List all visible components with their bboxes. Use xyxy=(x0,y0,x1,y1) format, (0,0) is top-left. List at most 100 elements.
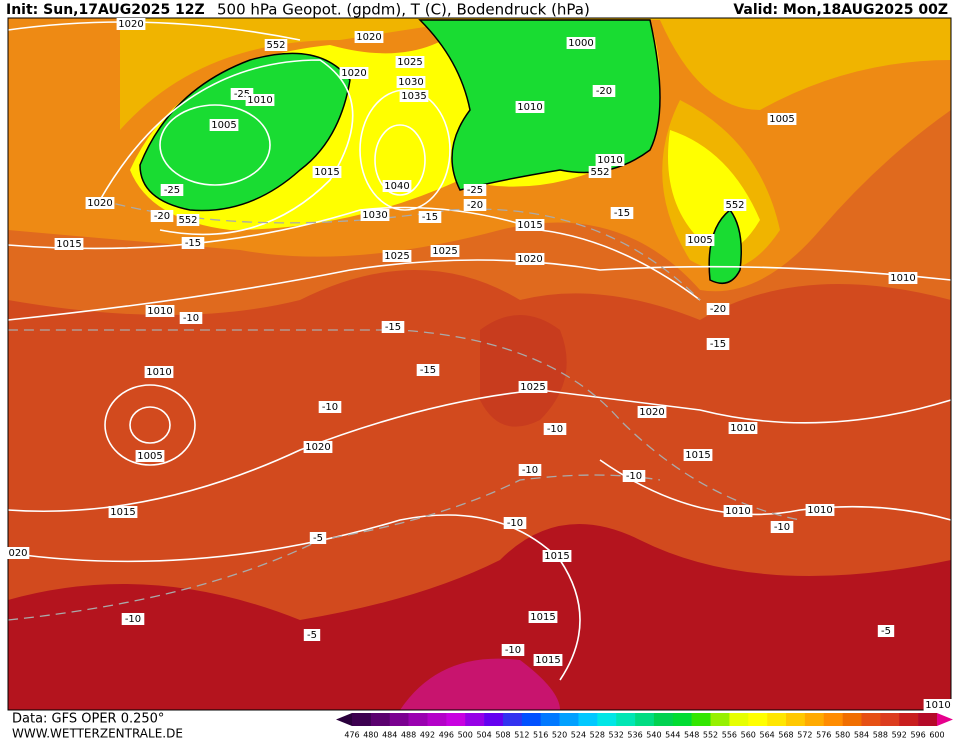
colorbar: 476 480 484 488 492 496 500 504 508 512 516 520 524 5… xyxy=(336,713,953,740)
colorbar-cell xyxy=(521,713,541,726)
label-box xyxy=(179,312,203,324)
colorbar-cell xyxy=(710,713,730,726)
colorbar-cell xyxy=(691,713,711,726)
website: WWW.WETTERZENTRALE.DE xyxy=(12,727,183,741)
map-frame xyxy=(7,17,952,711)
colorbar-label: 504 xyxy=(476,731,491,740)
contour-label: 1005 xyxy=(687,235,712,246)
contour-label: -10 xyxy=(522,465,538,476)
label-box xyxy=(533,654,563,666)
label-box xyxy=(360,209,390,221)
contour-label: 1030 xyxy=(362,210,387,221)
isotherms xyxy=(7,199,801,621)
colorbar-label: 560 xyxy=(741,731,756,740)
contour-label: -10 xyxy=(547,424,563,435)
contour-label: -15 xyxy=(422,212,438,223)
colorbar-cell xyxy=(918,713,938,726)
isotherm xyxy=(99,199,701,301)
label-box xyxy=(309,532,327,544)
label-box xyxy=(528,611,558,623)
isobar xyxy=(159,104,271,186)
label-box xyxy=(706,303,730,315)
contour-label: 1010 xyxy=(147,306,172,317)
label-box xyxy=(209,119,239,131)
contour-label: 1020 xyxy=(305,442,330,453)
contour-label: -10 xyxy=(626,471,642,482)
colorbar-label: 588 xyxy=(873,731,888,740)
isotherm xyxy=(7,474,661,621)
label-box xyxy=(723,505,753,517)
label-box xyxy=(518,464,542,476)
contour-label: -5 xyxy=(313,533,323,544)
colorbar-cell xyxy=(389,713,409,726)
contour-label: 1015 xyxy=(685,450,710,461)
contour-label: 1015 xyxy=(110,507,135,518)
map xyxy=(7,17,952,711)
contour-label: -25 xyxy=(164,185,180,196)
colorbar-cell xyxy=(427,713,447,726)
contour-label: 1005 xyxy=(211,120,236,131)
contour-label: 552 xyxy=(725,200,744,211)
label-box xyxy=(382,250,412,262)
colorbar-cell xyxy=(880,713,900,726)
contour-label: 1015 xyxy=(544,551,569,562)
label-box xyxy=(723,199,747,211)
label-box xyxy=(566,37,596,49)
colorbar-low-arrow xyxy=(336,713,352,726)
contour-label: 1010 xyxy=(925,700,950,711)
label-box xyxy=(416,364,440,376)
contour-label: -10 xyxy=(125,614,141,625)
label-box xyxy=(181,237,205,249)
field-green-west xyxy=(139,52,351,212)
isobar xyxy=(104,384,196,466)
contour-label: 1010 xyxy=(807,505,832,516)
label-box xyxy=(503,517,527,529)
label-box xyxy=(116,18,146,30)
contour-label: 1010 xyxy=(247,95,272,106)
contour-label: 552 xyxy=(178,215,197,226)
contour-label: 1005 xyxy=(769,114,794,125)
label-box xyxy=(588,166,612,178)
contour-label: -25 xyxy=(234,89,250,100)
colorbar-label: 580 xyxy=(835,731,850,740)
colorbar-label: 492 xyxy=(420,731,435,740)
contour-label: 1040 xyxy=(384,181,409,192)
label-box xyxy=(610,207,634,219)
contour-label: -25 xyxy=(467,185,483,196)
label-box xyxy=(888,272,918,284)
contour-label: -15 xyxy=(185,238,201,249)
contour-labels: 1020552102010001020102510301035-25101010… xyxy=(6,18,953,711)
colorbar-cell xyxy=(748,713,768,726)
label-box xyxy=(805,504,835,516)
contour-label: 1015 xyxy=(517,220,542,231)
label-box xyxy=(54,238,84,250)
label-box xyxy=(515,219,545,231)
label-box xyxy=(728,422,758,434)
label-box xyxy=(418,211,442,223)
contour-label: 1025 xyxy=(384,251,409,262)
colorbar-label: 500 xyxy=(458,731,473,740)
colorbar-label: 576 xyxy=(816,731,831,740)
colorbar-cell xyxy=(408,713,428,726)
contour-label: 1015 xyxy=(535,655,560,666)
colorbar-label: 536 xyxy=(627,731,642,740)
label-box xyxy=(706,338,730,350)
colorbar-cell xyxy=(465,713,485,726)
colorbar-label: 564 xyxy=(759,731,774,740)
colorbar-label: 488 xyxy=(401,731,416,740)
colorbar-cell xyxy=(729,713,749,726)
contour-label: 1000 xyxy=(568,38,593,49)
contour-label: -10 xyxy=(507,518,523,529)
label-box xyxy=(303,441,333,453)
contour-label: -5 xyxy=(307,630,317,641)
data-source: Data: GFS OPER 0.250° xyxy=(12,712,164,727)
colorbar-cell xyxy=(899,713,919,726)
contour-label: 1035 xyxy=(401,91,426,102)
contour-label: 1005 xyxy=(137,451,162,462)
contour-label: 552 xyxy=(266,40,285,51)
label-box xyxy=(595,154,625,166)
colorbar-cell xyxy=(823,713,843,726)
colorbar-label: 556 xyxy=(722,731,737,740)
label-box xyxy=(150,210,174,222)
